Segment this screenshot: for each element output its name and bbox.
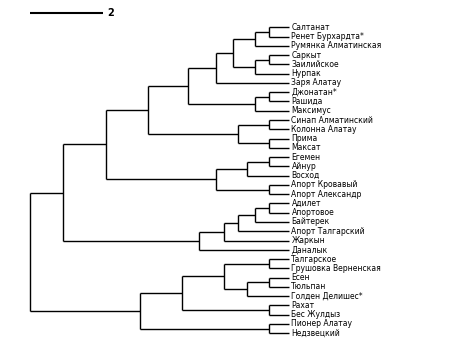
Text: Румянка Алматинская: Румянка Алматинская [292,41,382,50]
Text: Синап Алматинский: Синап Алматинский [292,116,374,124]
Text: Максимус: Максимус [292,106,331,115]
Text: Колонна Алатау: Колонна Алатау [292,125,357,134]
Text: Заилийское: Заилийское [292,60,339,69]
Text: Нурпак: Нурпак [292,69,321,78]
Text: Даналык: Даналык [292,245,328,254]
Text: Адилет: Адилет [292,199,321,208]
Text: Апорт Талгарский: Апорт Талгарский [292,227,365,236]
Text: Бес Жулдыз: Бес Жулдыз [292,310,341,319]
Text: Голден Делишес*: Голден Делишес* [292,292,363,301]
Text: Есен: Есен [292,273,310,282]
Text: Грушовка Верненская: Грушовка Верненская [292,264,381,273]
Text: Джонатан*: Джонатан* [292,88,337,97]
Text: Рахат: Рахат [292,301,315,310]
Text: 2: 2 [107,9,114,18]
Text: Апорт Александр: Апорт Александр [292,190,362,199]
Text: Саркыт: Саркыт [292,51,321,60]
Text: Прима: Прима [292,134,318,143]
Text: Тюльпан: Тюльпан [292,282,327,291]
Text: Пионер Алатау: Пионер Алатау [292,319,353,328]
Text: Заря Алатау: Заря Алатау [292,78,342,88]
Text: Восход: Восход [292,171,319,180]
Text: Максат: Максат [292,143,321,152]
Text: Недзвецкий: Недзвецкий [292,329,340,338]
Text: Талгарское: Талгарское [292,254,337,264]
Text: Апорт Кровавый: Апорт Кровавый [292,180,358,189]
Text: Айнур: Айнур [292,162,316,171]
Text: Ренет Бурхардта*: Ренет Бурхардта* [292,32,365,41]
Text: Егемен: Егемен [292,153,320,162]
Text: Жаркын: Жаркын [292,236,325,245]
Text: Салтанат: Салтанат [292,23,330,32]
Text: Рашида: Рашида [292,97,323,106]
Text: Байтерек: Байтерек [292,218,330,226]
Text: Апортовое: Апортовое [292,208,334,217]
